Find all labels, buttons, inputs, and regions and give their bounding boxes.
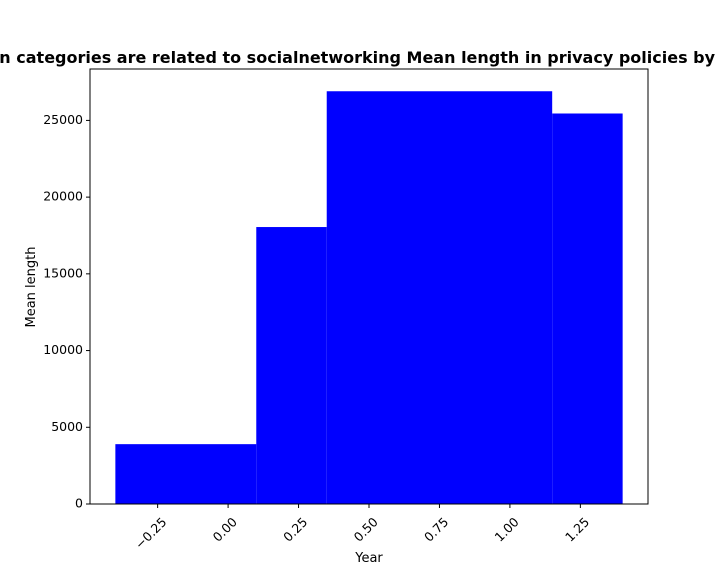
x-tick-label: 0.50 <box>351 514 381 544</box>
bar-1 <box>256 227 327 504</box>
x-tick-label: 0.75 <box>421 514 451 544</box>
x-axis-ticks: −0.25 0.00 0.25 0.50 0.75 1.00 1.25 <box>132 504 592 552</box>
y-tick-label: 20000 <box>43 189 83 204</box>
chart-title: When categories are related to socialnet… <box>0 48 720 67</box>
y-axis-ticks: 0 5000 10000 15000 20000 25000 <box>43 112 90 511</box>
y-tick-label: 15000 <box>43 265 83 280</box>
bar-2 <box>326 91 553 504</box>
y-tick-label: 0 <box>75 496 83 511</box>
bar-3 <box>552 113 623 505</box>
x-tick-label: 1.00 <box>492 514 522 544</box>
x-tick-label: 1.25 <box>562 514 592 544</box>
bars-layer <box>115 91 623 505</box>
x-axis-label: Year <box>354 551 383 566</box>
x-tick-label: 0.00 <box>210 514 240 544</box>
x-tick-label: −0.25 <box>132 514 170 552</box>
y-tick-label: 5000 <box>51 419 83 434</box>
x-tick-label: 0.25 <box>280 514 310 544</box>
y-axis-label: Mean length <box>24 247 39 328</box>
y-tick-label: 10000 <box>43 342 83 357</box>
bar-0 <box>115 444 257 504</box>
y-tick-label: 25000 <box>43 112 83 127</box>
